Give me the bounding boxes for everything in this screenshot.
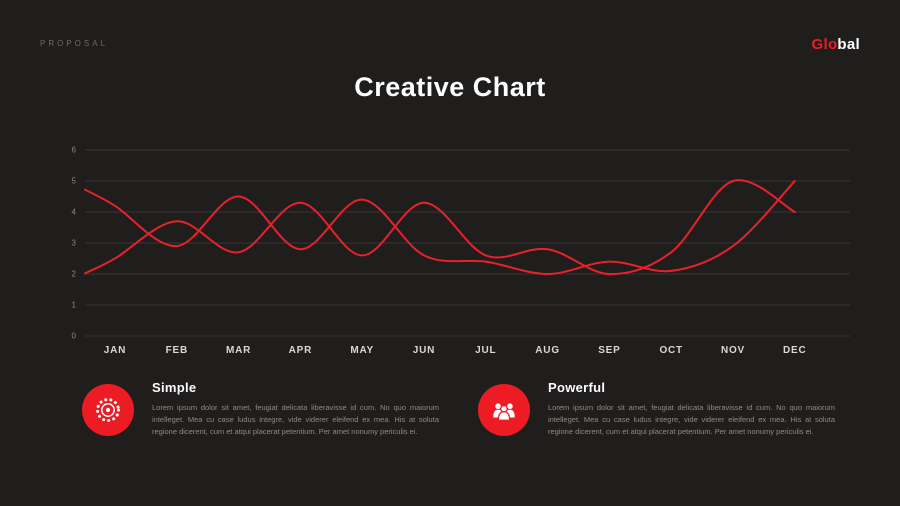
y-tick-label: 6 xyxy=(72,146,77,155)
people-group-icon xyxy=(478,384,530,436)
people-group-icon-svg xyxy=(493,403,515,421)
rosette-badge-icon-svg xyxy=(96,398,120,422)
y-tick-label: 3 xyxy=(72,239,77,248)
x-tick-label: MAY xyxy=(350,345,374,356)
line-chart: 0 1 2 3 4 5 6 JAN FEB MAR APR MAY JUN JUL AUG SEP OCT NOV… xyxy=(45,138,860,360)
feature-simple-body: Lorem ipsum dolor sit amet, feugiat deli… xyxy=(152,403,439,436)
y-tick-label: 2 xyxy=(72,270,77,279)
logo-part-white: bal xyxy=(837,36,860,53)
y-tick-label: 4 xyxy=(72,208,77,217)
x-tick-label: DEC xyxy=(783,345,807,356)
feature-powerful-body: Lorem ipsum dolor sit amet, feugiat deli… xyxy=(548,403,835,436)
x-tick-label: JUL xyxy=(475,345,496,356)
chart-line-wave-2 xyxy=(84,179,796,276)
page-title: Creative Chart xyxy=(354,72,546,102)
line-chart-svg: 0 1 2 3 4 5 6 JAN FEB MAR APR MAY JUN JUL AUG SEP OCT NOV… xyxy=(72,146,850,356)
x-tick-label: JAN xyxy=(104,345,126,356)
x-tick-label: MAR xyxy=(226,345,251,356)
chart-line-wave-1 xyxy=(84,180,796,276)
x-tick-label: JUN xyxy=(413,345,435,356)
x-tick-label: AUG xyxy=(535,345,560,356)
x-tick-label: OCT xyxy=(659,345,683,356)
feature-simple-text: Simple Lorem ipsum dolor sit amet, feugi… xyxy=(152,380,439,438)
x-tick-label: FEB xyxy=(166,345,188,356)
y-tick-label: 5 xyxy=(72,177,77,186)
y-tick-label: 1 xyxy=(72,301,77,310)
rosette-badge-icon xyxy=(82,384,134,436)
global-logo: Global xyxy=(812,36,860,53)
logo-part-red: Glo xyxy=(811,36,838,53)
y-tick-label: 0 xyxy=(72,332,77,341)
x-tick-label: APR xyxy=(289,345,313,356)
proposal-label: PROPOSAL xyxy=(40,39,109,48)
x-tick-label: NOV xyxy=(721,345,745,356)
feature-powerful-text: Powerful Lorem ipsum dolor sit amet, feu… xyxy=(548,380,835,438)
feature-powerful-title: Powerful xyxy=(548,380,606,395)
x-tick-label: SEP xyxy=(598,345,620,356)
feature-simple-title: Simple xyxy=(152,380,197,395)
